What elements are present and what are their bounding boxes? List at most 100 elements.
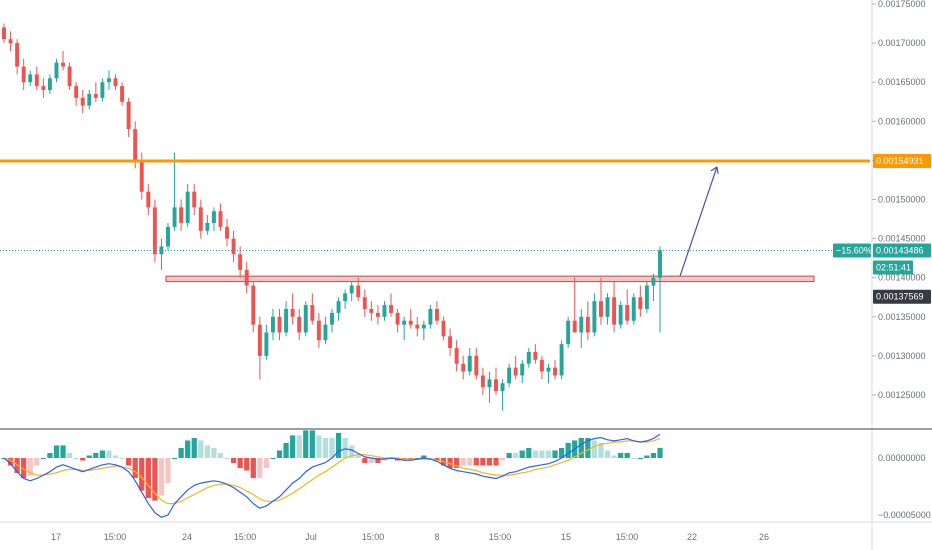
candle-down <box>415 316 420 337</box>
candle-up <box>487 371 492 403</box>
macd-histogram-bar <box>185 440 191 458</box>
candle-up <box>592 293 597 337</box>
candle-body <box>572 320 577 333</box>
macd-histogram-bar <box>283 442 289 458</box>
macd-histogram-bar <box>21 458 27 479</box>
candle-body <box>67 66 72 87</box>
candle-down <box>15 39 20 75</box>
candle-body <box>507 367 512 384</box>
macd-histogram-bar <box>657 447 663 458</box>
price-tick-label: 0.00145000 <box>878 234 926 244</box>
candle-up <box>87 90 92 110</box>
candle-down <box>513 355 518 380</box>
macd-histogram-bar <box>493 458 499 466</box>
macd-histogram-bar <box>191 437 197 458</box>
time-tick-label: 17 <box>51 532 61 542</box>
candle-down <box>408 308 413 329</box>
macd-histogram-bar <box>329 437 335 458</box>
candle-down <box>238 246 243 278</box>
candle-body <box>644 285 649 309</box>
candle-down <box>198 199 203 239</box>
candle-up <box>172 152 177 231</box>
candle-body <box>120 86 125 102</box>
candle-body <box>651 277 656 286</box>
macd-histogram-bar <box>644 455 650 458</box>
candle-body <box>631 297 636 321</box>
macd-histogram-bar <box>93 452 99 458</box>
candle-up <box>520 359 525 384</box>
macd-histogram-bar <box>316 435 322 458</box>
macd-histogram-bar <box>355 455 361 458</box>
candle-down <box>152 199 157 263</box>
price-tick-label: 0.00130000 <box>878 351 926 361</box>
macd-histogram-bar <box>473 458 479 466</box>
candle-body <box>179 207 184 223</box>
countdown-badge-bg <box>873 260 913 275</box>
macd-histogram-bar <box>454 458 460 469</box>
candle-down <box>21 58 26 91</box>
candle-down <box>612 281 617 333</box>
candle-body <box>618 305 623 325</box>
candle-down <box>120 82 125 106</box>
macd-histogram-bar <box>565 442 571 458</box>
candle-body <box>15 43 20 67</box>
candle-down <box>598 277 603 325</box>
current-price-badge-bg <box>873 243 931 258</box>
macd-histogram-bar <box>7 458 14 466</box>
candle-body <box>270 316 275 333</box>
candle-body <box>218 211 223 227</box>
current-price-badge: 0.00143486 <box>876 245 924 255</box>
candle-up <box>159 238 164 270</box>
candle-down <box>480 367 485 395</box>
candle-body <box>87 93 92 106</box>
macd-histogram-bar <box>342 437 348 458</box>
candle-down <box>375 305 380 325</box>
candle-body <box>487 379 492 388</box>
candle-up <box>500 379 505 411</box>
macd-histogram-bar <box>362 458 368 464</box>
macd-histogram-bar <box>322 437 329 458</box>
macd-histogram-bar <box>526 447 532 458</box>
candle-body <box>264 332 269 356</box>
macd-histogram-bar <box>585 437 591 458</box>
macd-histogram-bar <box>165 458 171 484</box>
candle-down <box>67 62 72 91</box>
candle-body <box>375 312 380 317</box>
candle-down <box>8 31 13 51</box>
macd-histogram-bar <box>552 450 558 458</box>
candle-body <box>297 316 302 333</box>
macd-histogram-bar <box>631 458 637 459</box>
candle-body <box>113 78 118 87</box>
candle-body <box>8 39 13 44</box>
macd-histogram-bar <box>539 450 545 458</box>
candle-up <box>579 308 584 349</box>
projection-arrow[interactable] <box>679 166 718 277</box>
candle-body <box>244 269 249 286</box>
macd-histogram-bar <box>532 450 538 458</box>
candle-body <box>290 308 295 317</box>
macd-histogram-bar <box>486 458 493 466</box>
candle-up <box>284 301 289 337</box>
candle-up <box>644 281 649 313</box>
candle-down <box>454 340 459 372</box>
candle-body <box>638 297 643 309</box>
candle-body <box>47 78 52 91</box>
time-tick-label: 15:00 <box>104 532 127 542</box>
candle-body <box>441 320 446 337</box>
candle-up <box>264 324 269 360</box>
candle-body <box>461 363 466 372</box>
candle-body <box>520 363 525 376</box>
candle-down <box>2 23 6 44</box>
candle-body <box>211 211 216 223</box>
support-zone[interactable] <box>165 275 815 283</box>
candle-body <box>592 301 597 333</box>
price-tick-label: 0.00150000 <box>878 195 926 205</box>
resistance-price-badge: 0.00154931 <box>876 156 924 166</box>
time-tick-label: 15:00 <box>362 532 385 542</box>
candle-up <box>559 340 564 380</box>
candle-body <box>41 86 46 91</box>
candle-body <box>579 316 584 333</box>
support-zone-rect[interactable] <box>165 275 815 283</box>
candle-body <box>467 355 472 372</box>
